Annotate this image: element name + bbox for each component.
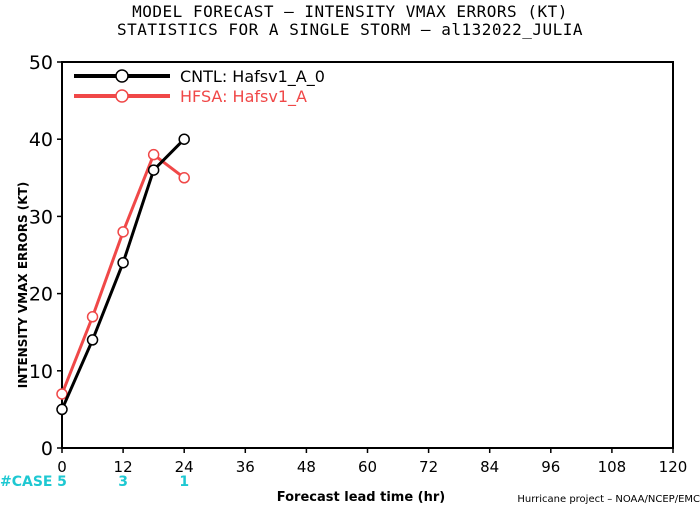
footer-credit: Hurricane project – NOAA/NCEP/EMC (517, 494, 700, 505)
y-tick-label: 40 (29, 129, 53, 151)
x-tick-label: 24 (175, 458, 194, 476)
y-tick-label: 0 (41, 438, 53, 460)
data-point-cntl (178, 133, 190, 145)
data-point-cntl (86, 334, 99, 346)
y-tick-label: 30 (29, 206, 53, 228)
chart-title-line2: STATISTICS FOR A SINGLE STORM – al132022… (116, 20, 584, 39)
data-point-cntl (147, 164, 160, 176)
x-tick-label: 72 (419, 458, 438, 476)
legend-label: HFSA: Hafsv1_A (180, 87, 307, 107)
case-count: 3 (118, 474, 128, 490)
x-tick-label: 96 (541, 458, 560, 476)
x-tick-label: 0 (57, 458, 67, 476)
data-point-cntl (56, 403, 68, 416)
x-axis-label: Forecast lead time (hr) (277, 490, 445, 505)
legend-marker (115, 69, 129, 83)
data-point-hfsa (117, 226, 129, 238)
chart-title-line1: MODEL FORECAST – INTENSITY VMAX ERRORS (… (132, 2, 568, 21)
x-tick-label: 60 (358, 458, 377, 476)
x-tick-label: 120 (659, 458, 688, 476)
y-tick-label: 50 (29, 52, 53, 74)
legend-label: CNTL: Hafsv1_A_0 (180, 67, 325, 87)
series-line-hfsa (60, 153, 186, 395)
x-tick-label: 84 (480, 458, 499, 476)
case-count: 1 (179, 474, 189, 490)
y-axis-label: INTENSITY VMAX ERRORS (KT) (16, 182, 30, 388)
plot-frame (61, 61, 674, 449)
legend-marker (115, 89, 129, 103)
data-point-hfsa (147, 148, 160, 161)
data-point-hfsa (56, 388, 68, 400)
case-count: 5 (57, 474, 67, 490)
x-tick-label: 12 (114, 458, 133, 476)
data-point-hfsa (178, 172, 190, 184)
x-tick-label: 48 (297, 458, 316, 476)
data-point-hfsa (86, 311, 99, 323)
x-tick-label: 36 (236, 458, 255, 476)
case-row-label: #CASE (0, 474, 53, 490)
y-tick-label: 20 (29, 284, 53, 306)
y-tick-label: 10 (29, 361, 53, 383)
x-tick-label: 108 (598, 458, 627, 476)
data-point-cntl (117, 256, 129, 269)
series-line-cntl (60, 138, 186, 411)
